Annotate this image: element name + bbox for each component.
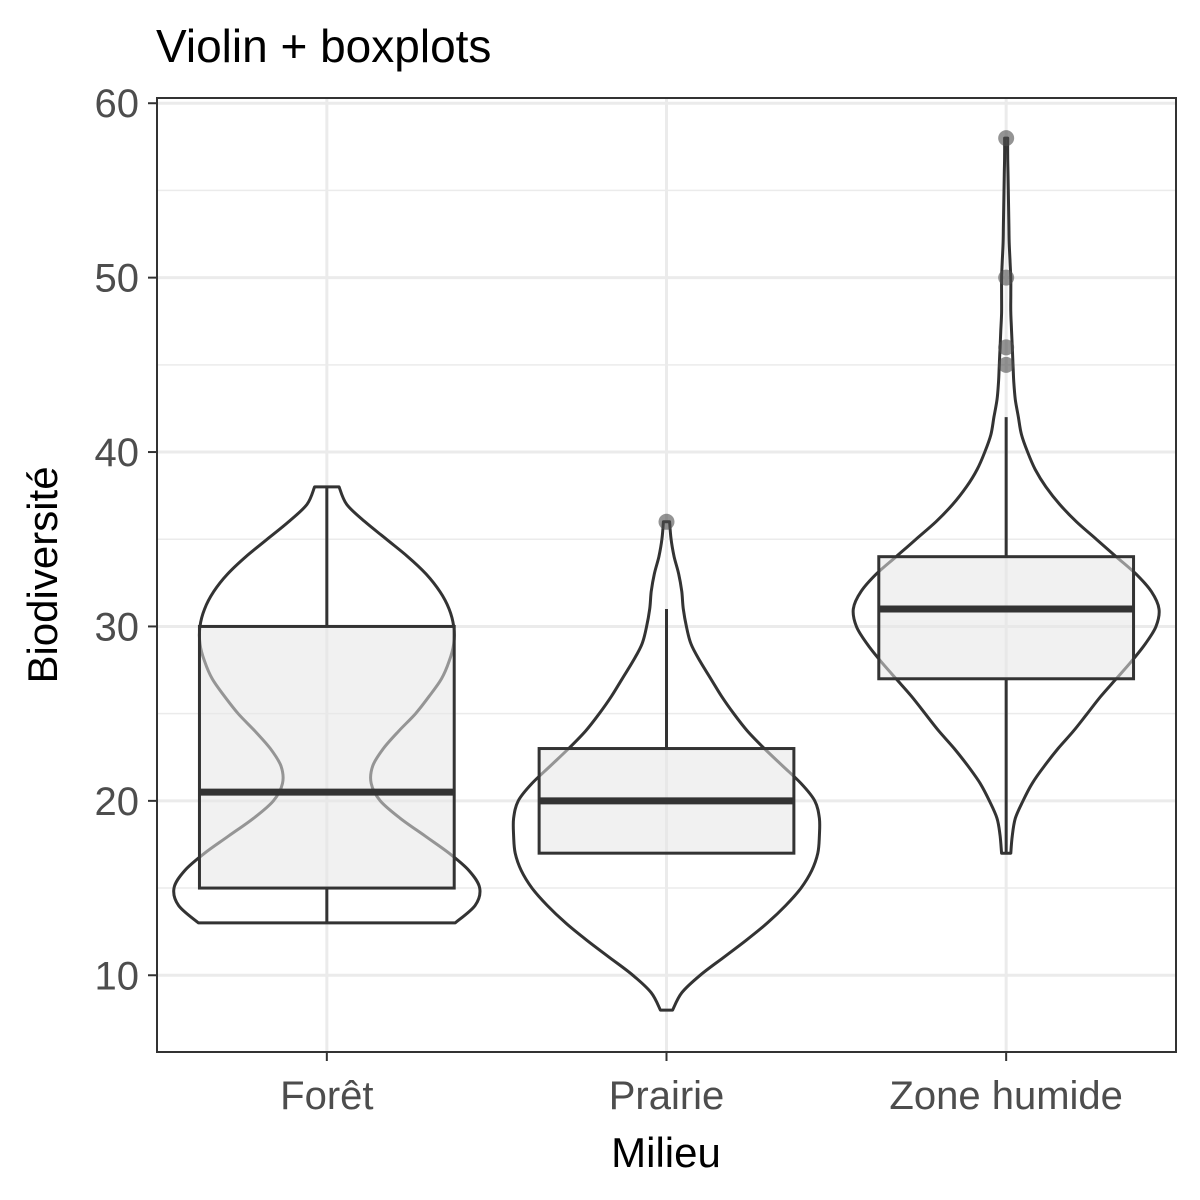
boxplots xyxy=(197,417,1136,923)
chart-title: Violin + boxplots xyxy=(156,20,491,72)
y-tick-label: 40 xyxy=(95,431,140,475)
outlier-point xyxy=(998,130,1015,147)
x-tick-label: Prairie xyxy=(609,1074,725,1118)
y-tick-label: 10 xyxy=(95,954,140,998)
y-tick-label: 50 xyxy=(95,257,140,301)
y-tick-label: 60 xyxy=(95,82,140,126)
outlier-point xyxy=(998,356,1015,373)
y-axis-title: Biodiversité xyxy=(19,466,66,683)
box-0 xyxy=(197,624,456,890)
y-tick-label: 20 xyxy=(95,780,140,824)
x-tick-label: Zone humide xyxy=(889,1074,1122,1118)
outlier-point xyxy=(998,269,1015,286)
x-axis-title: Milieu xyxy=(611,1129,721,1176)
outlier-point xyxy=(998,339,1015,356)
outlier-point xyxy=(658,513,675,530)
y-tick-label: 30 xyxy=(95,605,140,649)
y-axis: 10 20 30 40 50 60 xyxy=(95,82,157,998)
outliers xyxy=(658,130,1015,530)
x-axis: Forêt Prairie Zone humide xyxy=(280,1052,1123,1118)
x-tick-label: Forêt xyxy=(280,1074,373,1118)
box-2 xyxy=(877,555,1136,681)
